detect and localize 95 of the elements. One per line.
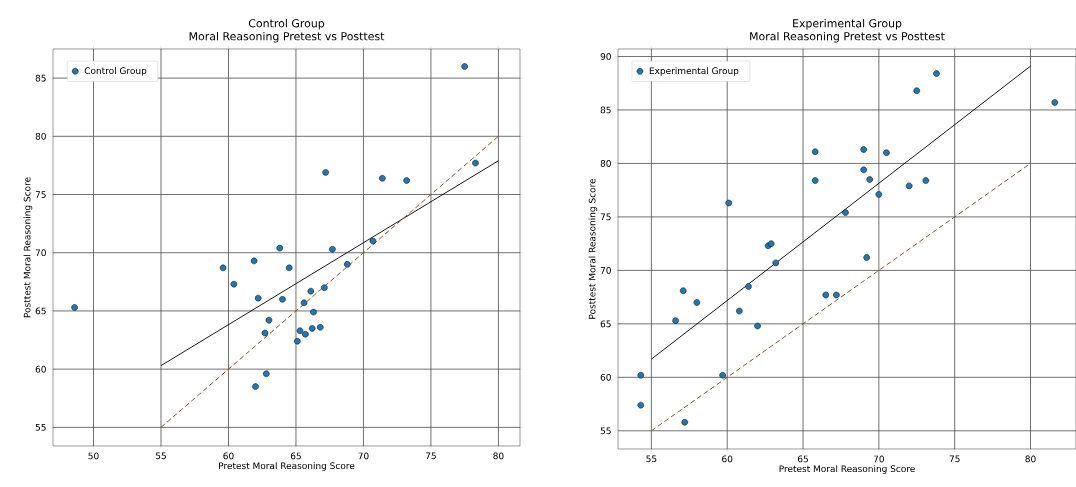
point — [472, 159, 479, 167]
x-tick-label: 70 — [358, 452, 369, 460]
point — [379, 174, 386, 182]
x-tick-label: 70 — [873, 455, 884, 463]
y-axis-title: Posttest Moral Reasoning Score — [588, 178, 598, 319]
x-axis-title: Pretest Moral Reasoning Score — [219, 462, 355, 471]
point — [300, 299, 308, 307]
y-tick-label: 70 — [600, 266, 611, 274]
x-axis-title: Pretest Moral Reasoning Score — [779, 465, 915, 474]
point — [294, 337, 301, 345]
x-tick-label: 65 — [290, 452, 301, 460]
x-tick-label: 65 — [797, 455, 808, 463]
y-tick-label: 85 — [600, 106, 611, 114]
point — [1051, 99, 1059, 106]
x-tick-label: 80 — [493, 452, 504, 460]
y-tick-label: 65 — [35, 307, 46, 315]
point — [922, 177, 930, 184]
point — [329, 245, 336, 253]
y-axis-title: Posttest Moral Reasoning Score — [23, 177, 33, 318]
point — [822, 291, 830, 299]
point — [725, 199, 732, 207]
point — [863, 254, 870, 261]
point — [905, 182, 913, 190]
y-tick-label: 55 — [35, 424, 46, 431]
x-tick-label: 75 — [425, 452, 436, 460]
x-tick-label: 60 — [223, 452, 234, 460]
point — [310, 308, 317, 316]
point — [842, 209, 849, 216]
point — [265, 317, 273, 324]
x-tick-label: 55 — [155, 452, 166, 460]
y-tick-label: 90 — [600, 53, 611, 60]
point — [261, 329, 269, 337]
y-tick-label: 60 — [600, 373, 611, 381]
point — [279, 296, 286, 303]
point — [321, 284, 328, 291]
y-tick-label: 60 — [35, 365, 46, 373]
point — [913, 87, 921, 94]
chart-subtitle: Moral Reasoning Pretest vs Posttest — [750, 31, 945, 43]
point — [811, 148, 819, 155]
point — [296, 327, 304, 334]
point — [322, 169, 329, 176]
y-tick-label: 85 — [35, 74, 46, 82]
x-tick-label: 60 — [722, 455, 733, 463]
legend-label: Control Group — [84, 67, 147, 76]
point — [933, 70, 940, 77]
x-tick-label: 75 — [949, 455, 960, 463]
point — [875, 191, 883, 198]
point — [71, 304, 78, 311]
point — [754, 322, 761, 330]
point — [860, 146, 867, 153]
x-tick-label: 50 — [88, 452, 99, 460]
point — [860, 166, 867, 174]
point — [719, 371, 726, 379]
point — [219, 264, 227, 272]
chart-title: Experimental Group — [793, 18, 902, 30]
point — [736, 307, 743, 315]
y-tick-label: 75 — [600, 213, 611, 221]
point — [866, 176, 874, 183]
y-tick-label: 70 — [35, 249, 46, 257]
point — [307, 287, 315, 295]
point — [833, 291, 840, 299]
point — [302, 330, 309, 338]
point — [317, 323, 324, 331]
point — [344, 261, 351, 268]
y-tick-label: 80 — [35, 132, 46, 140]
point — [681, 419, 688, 426]
point — [263, 370, 270, 378]
chart-subtitle: Moral Reasoning Pretest vs Posttest — [189, 31, 385, 43]
point — [811, 177, 819, 184]
y-tick-label: 65 — [600, 320, 611, 328]
point — [772, 259, 779, 267]
point — [230, 280, 238, 288]
point — [285, 264, 293, 272]
point — [252, 383, 259, 390]
point — [637, 371, 645, 379]
point — [254, 294, 262, 302]
point — [672, 317, 679, 324]
x-tick-label: 55 — [646, 455, 657, 463]
point — [693, 299, 701, 306]
point — [250, 257, 258, 265]
point — [369, 237, 377, 245]
y-tick-label: 75 — [35, 191, 46, 198]
point — [308, 325, 316, 332]
legend-label: Experimental Group — [649, 67, 739, 76]
point — [883, 149, 890, 156]
point — [276, 244, 284, 252]
point — [679, 287, 687, 294]
point — [461, 63, 468, 70]
x-tick-label: 80 — [1025, 455, 1036, 463]
point — [637, 401, 645, 409]
y-tick-label: 80 — [600, 160, 611, 167]
chart-title: Control Group — [248, 18, 325, 30]
point — [745, 283, 752, 290]
y-tick-label: 55 — [600, 427, 611, 435]
point — [403, 177, 410, 184]
